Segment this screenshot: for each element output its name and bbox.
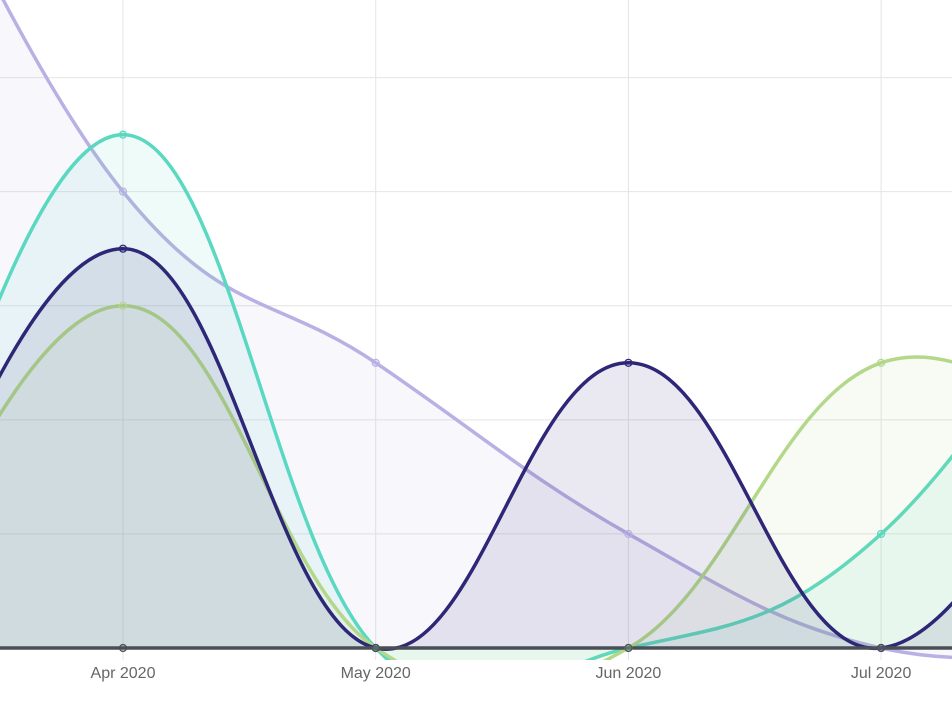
point [624, 358, 633, 367]
point [371, 643, 380, 653]
x-tick-label: Jun 2020 [595, 665, 661, 682]
point [118, 130, 128, 139]
point [118, 244, 128, 253]
point [118, 643, 128, 653]
line [0, 132, 952, 660]
grid [0, 0, 952, 660]
point [876, 529, 886, 539]
x-axis: Apr 2020 May 2020 Jun 2020 Jul 2020 [91, 665, 912, 682]
area [0, 305, 952, 660]
line [0, 303, 952, 660]
point [624, 529, 633, 539]
point [118, 187, 128, 196]
area [0, 248, 952, 650]
line [1, 0, 952, 660]
point [876, 358, 886, 367]
area [0, 0, 952, 658]
x-tick-label: Jul 2020 [851, 665, 912, 682]
x-tick-label: Apr 2020 [91, 665, 156, 682]
line [0, 246, 952, 651]
point [371, 358, 380, 367]
x-tick-label: May 2020 [341, 665, 411, 682]
point [118, 301, 128, 310]
area [0, 134, 952, 660]
point [876, 643, 886, 653]
point [624, 643, 633, 653]
